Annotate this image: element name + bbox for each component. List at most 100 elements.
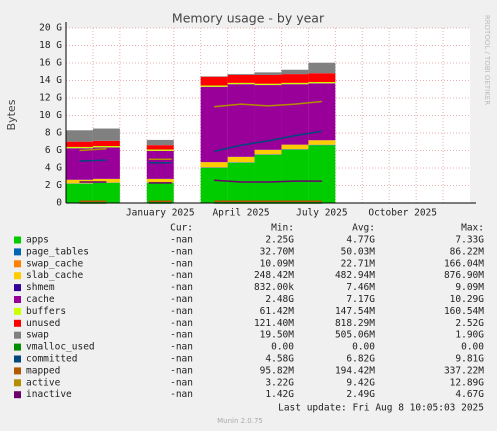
x-tick-label: January 2025 xyxy=(126,208,195,219)
legend-name: committed xyxy=(26,354,77,365)
y-tick-label: 0 xyxy=(56,198,62,209)
legend-cur: -nan xyxy=(170,306,193,317)
area-segment xyxy=(254,83,282,86)
area-segment xyxy=(227,74,255,75)
y-tick-label: 14 G xyxy=(39,75,62,86)
area-segment xyxy=(227,162,255,203)
line xyxy=(79,148,107,152)
area-segment xyxy=(308,73,336,82)
legend-min: 61.42M xyxy=(260,306,295,317)
legend-cur: -nan xyxy=(170,389,193,400)
area-segment xyxy=(92,147,120,179)
legend-avg: 6.82G xyxy=(346,354,375,365)
legend-swatch xyxy=(14,260,21,268)
area-segment xyxy=(308,83,336,141)
legend-swatch xyxy=(14,319,21,327)
area-segment xyxy=(200,85,228,87)
legend-min: 121.40M xyxy=(254,318,294,329)
y-tick-label: 8 G xyxy=(45,128,62,139)
legend-avg: 50.03M xyxy=(341,246,376,257)
legend-cur: -nan xyxy=(170,235,193,246)
area-segment xyxy=(66,148,93,180)
legend-max: 1.90G xyxy=(455,330,484,341)
legend-min: 95.82M xyxy=(260,365,295,376)
area-segment xyxy=(92,140,120,147)
area-segment xyxy=(66,141,93,147)
y-tick-label: 16 G xyxy=(39,58,62,69)
area-segment xyxy=(66,130,93,142)
legend-swatch xyxy=(14,379,21,387)
x-tick-label: October 2025 xyxy=(368,208,437,219)
area-segment xyxy=(281,69,309,75)
area-segment xyxy=(146,139,174,146)
legend-avg: 0.00 xyxy=(352,342,375,353)
legend-avg: 2.49G xyxy=(346,389,375,400)
legend-min: 832.00k xyxy=(254,282,294,293)
side-text: RRDTOOL / TOBI OETIKER xyxy=(483,15,491,105)
area-segment xyxy=(227,82,255,85)
area-segment xyxy=(200,76,228,86)
legend-name: inactive xyxy=(26,389,72,400)
legend-min: 19.50M xyxy=(260,330,295,341)
area-segment xyxy=(308,145,336,203)
line xyxy=(214,179,322,183)
x-tick-label: July 2025 xyxy=(296,208,347,219)
legend-cur: -nan xyxy=(170,365,193,376)
legend-swatch xyxy=(14,284,21,292)
legend-avg: 7.46M xyxy=(346,282,375,293)
last-update: Last update: Fri Aug 8 10:05:03 2025 xyxy=(278,403,484,414)
area-segment xyxy=(66,146,93,149)
legend-header: Min: xyxy=(271,223,294,234)
legend-max: 160.54M xyxy=(444,306,484,317)
area-segment xyxy=(254,74,282,84)
area-segment xyxy=(146,149,174,151)
area-segment xyxy=(254,85,282,150)
legend-min: 1.42G xyxy=(265,389,294,400)
legend-cur: -nan xyxy=(170,258,193,269)
area-segment xyxy=(92,178,120,183)
legend-max: 86.22M xyxy=(450,246,485,257)
area-segment xyxy=(146,145,174,150)
line xyxy=(79,159,107,162)
legend-max: 9.81G xyxy=(455,354,484,365)
legend-avg: 9.42G xyxy=(346,377,375,388)
legend-swatch xyxy=(14,355,21,363)
legend-name: swap_cache xyxy=(26,258,83,269)
area-segment xyxy=(200,168,228,203)
area-segment xyxy=(281,144,309,150)
legend-max: 7.33G xyxy=(455,235,484,246)
legend-cur: -nan xyxy=(170,246,193,257)
legend-header: Avg: xyxy=(352,223,375,234)
y-tick-label: 10 G xyxy=(39,110,62,121)
legend-min: 10.09M xyxy=(260,258,295,269)
area-segment xyxy=(227,74,255,83)
legend-name: apps xyxy=(26,235,49,246)
legend-max: 10.29G xyxy=(450,294,485,305)
legend-min: 0.00 xyxy=(271,342,294,353)
legend-cur: -nan xyxy=(170,270,193,281)
legend-name: swap xyxy=(26,330,49,341)
area-segment xyxy=(254,72,282,75)
y-tick-label: 4 G xyxy=(45,163,62,174)
area-segment xyxy=(281,149,309,203)
legend-avg: 482.94M xyxy=(335,270,375,281)
y-axis-label: Bytes xyxy=(5,99,18,130)
legend-name: slab_cache xyxy=(26,270,83,281)
chart-title: Memory usage - by year xyxy=(172,11,325,26)
line xyxy=(214,100,322,108)
area-segment xyxy=(92,182,120,203)
area-segment xyxy=(227,156,255,163)
area-segment xyxy=(281,74,309,83)
x-tick-label: April 2025 xyxy=(212,208,269,219)
area-segment xyxy=(146,150,174,179)
legend-avg: 4.77G xyxy=(346,235,375,246)
y-tick-label: 12 G xyxy=(39,93,62,104)
legend-max: 2.52G xyxy=(455,318,484,329)
area-segment xyxy=(308,81,336,84)
y-tick-label: 6 G xyxy=(45,145,62,156)
legend-min: 2.48G xyxy=(265,294,294,305)
legend-swatch xyxy=(14,391,21,399)
legend-name: shmem xyxy=(26,282,55,293)
